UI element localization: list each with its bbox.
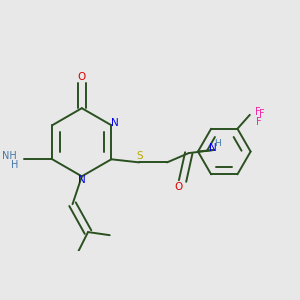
- Text: N: N: [112, 118, 119, 128]
- Text: F: F: [255, 107, 260, 117]
- Text: H: H: [11, 160, 19, 170]
- Text: S: S: [137, 151, 143, 161]
- Text: F: F: [256, 117, 262, 127]
- Text: F: F: [260, 109, 265, 119]
- Text: NH: NH: [2, 151, 17, 161]
- Text: H: H: [214, 139, 220, 148]
- Text: N: N: [209, 143, 217, 154]
- Text: O: O: [175, 182, 183, 192]
- Text: O: O: [78, 72, 86, 82]
- Text: N: N: [78, 175, 86, 185]
